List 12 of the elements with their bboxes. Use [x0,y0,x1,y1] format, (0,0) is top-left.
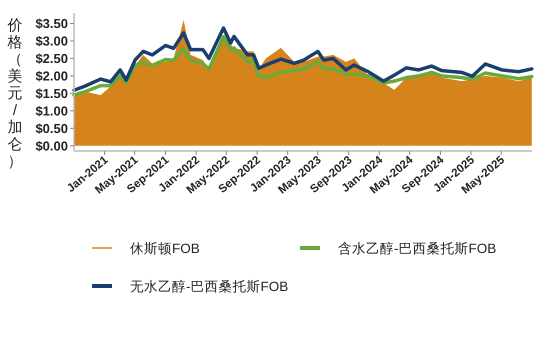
legend-label: 无水乙醇-巴西桑托斯FOB [130,279,288,294]
legend-label: 休斯顿FOB [130,241,200,256]
y-tick-label: $1.00 [35,103,68,118]
y-tick-label: $3.50 [35,16,68,31]
y-tick-label: $2.00 [35,68,68,84]
y-tick-label: $0.00 [35,138,68,154]
y-tick-label: $0.50 [35,120,68,136]
text: 价格（美元/加仑） [8,17,22,170]
legend-label: 含水乙醇-巴西桑托斯FOB [338,241,496,256]
y-tick-label: $1.50 [35,86,68,101]
y-tick-label: $2.50 [35,50,68,66]
y-tick-label: $3.00 [35,33,68,48]
